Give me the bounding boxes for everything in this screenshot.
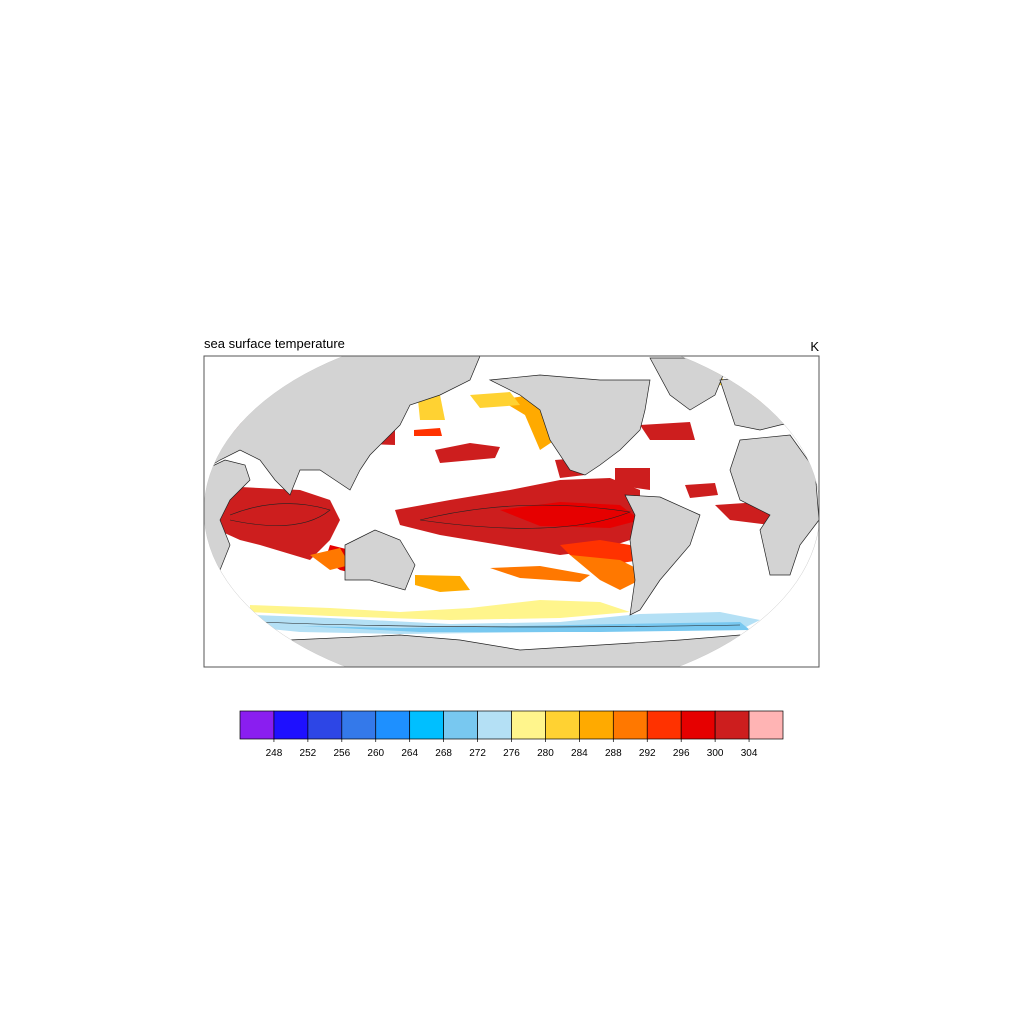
colorbar-swatch [375,710,411,740]
colorbar-swatch [477,710,512,740]
colorbar-swatch [239,710,275,740]
colorbar-swatch [714,710,750,740]
colorbar-swatch [579,710,614,740]
colorbar-label: 264 [401,748,418,759]
colorbar-swatch [273,710,309,740]
colorbar-swatch [612,710,648,740]
colorbar-label: 296 [673,748,690,759]
colorbar-label: 300 [707,748,724,759]
colorbar-label: 252 [300,748,317,759]
units-label: K [810,339,819,354]
colorbar-label: 288 [605,748,622,759]
colorbar: 248 252 256 260 264 268 272 276 280 284 288 292 296 3… [239,710,784,759]
colorbar-swatch [307,710,343,740]
colorbar-label: 268 [435,748,452,759]
map [204,356,819,667]
colorbar-label: 248 [266,748,283,759]
colorbar-swatch [341,710,377,740]
colorbar-swatch [646,710,682,740]
contours [229,503,741,628]
colorbar-swatch [511,710,546,740]
map-frame [203,355,820,668]
colorbar-swatch [409,710,444,740]
colorbar-label: 304 [741,748,758,759]
colorbar-label: 272 [469,748,486,759]
colorbar-swatch [545,710,580,740]
colorbar-label: 292 [639,748,656,759]
colorbar-label: 256 [333,748,350,759]
colorbar-label: 280 [537,748,554,759]
colorbar-label: 260 [367,748,384,759]
colorbar-label: 284 [571,748,588,759]
colorbar-swatch [748,710,784,740]
colorbar-swatch [443,710,478,740]
colorbar-swatch [680,710,716,740]
map-title: sea surface temperature [204,336,345,351]
colorbar-label: 276 [503,748,520,759]
